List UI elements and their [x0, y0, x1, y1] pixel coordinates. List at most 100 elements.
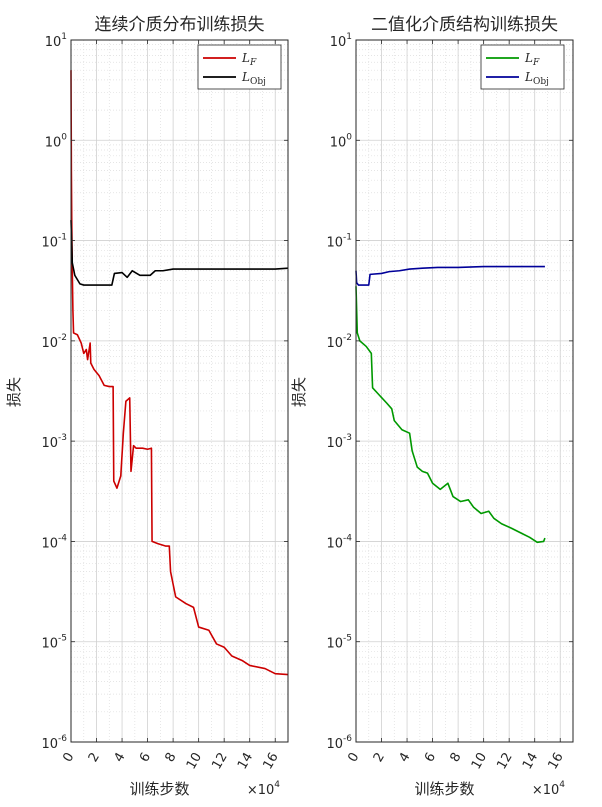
x-tick-label: 10	[469, 750, 490, 772]
x-tick-label: 14	[520, 750, 541, 772]
y-tick-exp: -4	[343, 533, 352, 543]
y-tick-exp: -1	[343, 233, 352, 243]
legend: LF LObj	[197, 44, 282, 90]
y-tick-label: 10-3	[41, 433, 67, 451]
x-tick-label: 0	[60, 750, 77, 765]
y-tick-exp: -2	[343, 333, 352, 343]
axes-box	[70, 39, 289, 743]
chart-title: 二值化介质结构训练损失	[371, 15, 558, 35]
y-tick-exp: -5	[58, 634, 67, 644]
legend-label-sub: Obj	[250, 77, 266, 87]
legend-label: LF	[241, 51, 257, 68]
y-tick-exp: 0	[346, 132, 352, 142]
y-tick-label: 10-3	[326, 433, 352, 451]
y-tick-base: 10	[326, 637, 343, 652]
y-tick-label: 10-2	[41, 333, 67, 351]
y-tick-label: 10-1	[326, 233, 352, 251]
y-tick-label: 10-4	[326, 533, 352, 551]
y-tick-base: 10	[330, 35, 347, 50]
x-multiplier-exp: 4	[559, 780, 565, 790]
y-tick-label: 10-5	[41, 634, 67, 652]
series-line-lf	[355, 286, 546, 544]
y-tick-base: 10	[326, 236, 343, 251]
y-tick-exp: -4	[58, 533, 67, 543]
x-tick-label: 6	[422, 750, 439, 765]
y-tick-label: 10-5	[326, 634, 352, 652]
y-tick-exp: -3	[343, 433, 352, 443]
y-tick-label: 10-6	[41, 734, 67, 752]
y-tick-label: 10-4	[41, 533, 67, 551]
y-tick-exp: 0	[61, 132, 67, 142]
y-tick-base: 10	[41, 536, 58, 551]
y-tick-base: 10	[45, 135, 62, 150]
y-tick-base: 10	[41, 436, 58, 451]
y-tick-exp: -6	[343, 734, 352, 744]
x-tick-label: 8	[162, 750, 179, 765]
grid	[70, 39, 288, 743]
y-tick-base: 10	[41, 637, 58, 652]
legend-label-sub: F	[249, 58, 257, 68]
x-multiplier-base: ×10	[247, 783, 274, 798]
y-tick-label: 100	[45, 132, 68, 150]
y-tick-base: 10	[41, 236, 58, 251]
x-multiplier-exp: 4	[274, 780, 280, 790]
y-tick-base: 10	[326, 536, 343, 551]
y-tick-base: 10	[330, 135, 347, 150]
legend-label-sub: Obj	[533, 77, 549, 87]
x-tick-label: 2	[86, 750, 103, 765]
x-tick-label: 8	[447, 750, 464, 765]
series-line-lobj	[70, 220, 289, 286]
x-multiplier: ×104	[532, 780, 565, 798]
y-tick-exp: -3	[58, 433, 67, 443]
legend-box	[480, 44, 565, 90]
y-tick-label: 101	[330, 32, 352, 50]
x-tick-label: 4	[396, 750, 413, 765]
y-tick-base: 10	[326, 737, 343, 752]
x-axis-label: 训练步数	[414, 780, 474, 798]
y-tick-exp: 1	[61, 32, 67, 42]
y-tick-exp: -2	[58, 333, 67, 343]
legend-box	[197, 44, 282, 90]
x-tick-label: 12	[494, 750, 515, 772]
x-tick-label: 2	[371, 750, 388, 765]
legend-label-main: L	[241, 70, 250, 84]
chart-title: 连续介质分布训练损失	[95, 15, 265, 35]
grid	[355, 39, 573, 743]
x-tick-label: 0	[345, 750, 362, 765]
y-axis-label: 损失	[290, 377, 308, 407]
legend-label: LF	[524, 51, 540, 68]
legend-label-main: L	[524, 70, 533, 84]
x-tick-label: 10	[184, 750, 205, 772]
series-line-lf	[70, 70, 289, 676]
plot-area	[71, 40, 288, 742]
axes-box	[355, 39, 574, 743]
legend-label-sub: F	[532, 58, 540, 68]
y-tick-exp: -1	[58, 233, 67, 243]
legend-label: LObj	[241, 70, 266, 87]
y-tick-exp: -6	[58, 734, 67, 744]
y-tick-base: 10	[41, 336, 58, 351]
y-tick-label: 101	[45, 32, 67, 50]
y-tick-label: 10-6	[326, 734, 352, 752]
y-tick-label: 10-1	[41, 233, 67, 251]
x-multiplier: ×104	[247, 780, 280, 798]
y-tick-exp: -5	[343, 634, 352, 644]
y-tick-base: 10	[45, 35, 62, 50]
legend-label: LObj	[524, 70, 549, 87]
series-line-lobj	[355, 265, 545, 286]
legend-label-main: L	[524, 51, 533, 65]
x-tick-label: 14	[235, 750, 256, 772]
x-tick-label: 16	[545, 750, 566, 772]
plot-area	[356, 40, 573, 742]
x-tick-label: 6	[137, 750, 154, 765]
x-tick-label: 12	[209, 750, 230, 772]
x-axis-label: 训练步数	[129, 780, 189, 798]
x-multiplier-base: ×10	[532, 783, 559, 798]
y-tick-base: 10	[41, 737, 58, 752]
y-axis-label: 损失	[5, 377, 23, 407]
